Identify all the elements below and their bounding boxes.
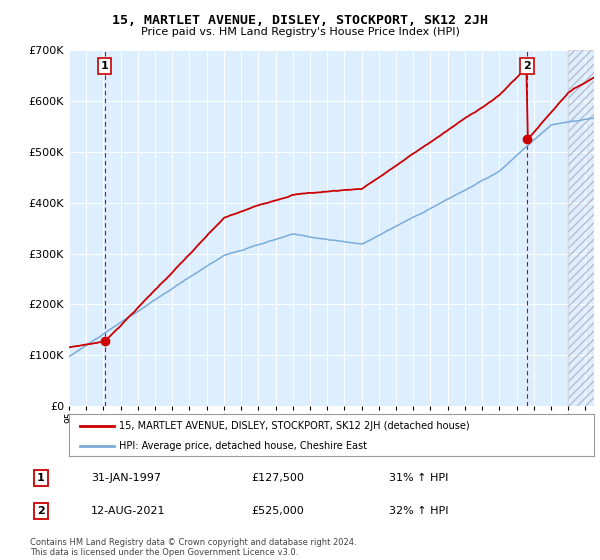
Text: 31-JAN-1997: 31-JAN-1997 — [91, 473, 161, 483]
Text: 2: 2 — [37, 506, 45, 516]
Text: 1: 1 — [101, 61, 109, 71]
Text: 12-AUG-2021: 12-AUG-2021 — [91, 506, 165, 516]
Text: 15, MARTLET AVENUE, DISLEY, STOCKPORT, SK12 2JH (detached house): 15, MARTLET AVENUE, DISLEY, STOCKPORT, S… — [119, 421, 470, 431]
Bar — [568, 50, 594, 406]
Text: HPI: Average price, detached house, Cheshire East: HPI: Average price, detached house, Ches… — [119, 441, 367, 451]
Text: £525,000: £525,000 — [251, 506, 304, 516]
Text: 31% ↑ HPI: 31% ↑ HPI — [389, 473, 448, 483]
Text: 1: 1 — [37, 473, 45, 483]
Text: £127,500: £127,500 — [251, 473, 304, 483]
Text: Price paid vs. HM Land Registry's House Price Index (HPI): Price paid vs. HM Land Registry's House … — [140, 27, 460, 37]
Text: 2: 2 — [523, 61, 531, 71]
Text: Contains HM Land Registry data © Crown copyright and database right 2024.
This d: Contains HM Land Registry data © Crown c… — [30, 538, 356, 557]
Text: 15, MARTLET AVENUE, DISLEY, STOCKPORT, SK12 2JH: 15, MARTLET AVENUE, DISLEY, STOCKPORT, S… — [112, 14, 488, 27]
Text: 32% ↑ HPI: 32% ↑ HPI — [389, 506, 448, 516]
